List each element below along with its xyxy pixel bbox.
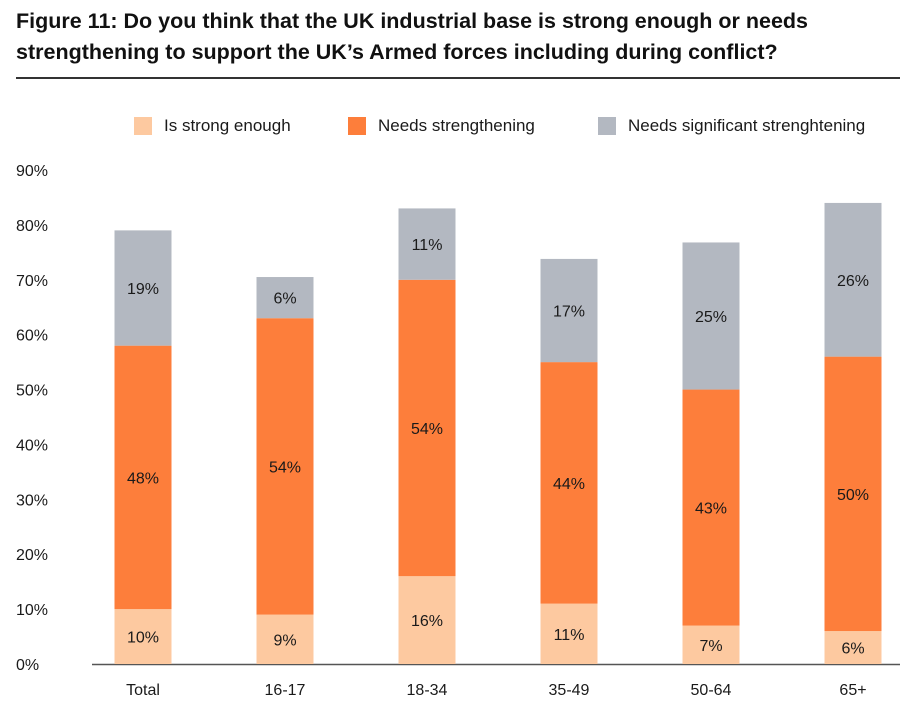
x-tick-label: 50-64: [691, 682, 732, 699]
data-label-significant: 19%: [127, 281, 159, 298]
bar-strong: [114, 609, 172, 664]
legend-item-strong: Is strong enough: [134, 115, 291, 137]
x-tick-label: 35-49: [549, 682, 590, 699]
data-label-strengthening: 54%: [269, 459, 301, 476]
legend-item-strengthening: Needs strengthening: [348, 115, 535, 137]
data-label-strengthening: 54%: [411, 421, 443, 438]
bar-significant: [540, 258, 598, 363]
bar-strong: [682, 625, 740, 664]
data-label-strong: 10%: [127, 630, 159, 647]
y-tick-label: 20%: [16, 547, 48, 564]
bar-strong: [256, 614, 314, 664]
x-tick-label: 16-17: [265, 682, 306, 699]
data-label-significant: 6%: [273, 291, 296, 308]
legend-label-significant: Needs significant strenghtening: [628, 116, 866, 135]
x-tick-label: Total: [126, 682, 160, 699]
y-tick-label: 90%: [16, 163, 48, 180]
data-label-significant: 25%: [695, 309, 727, 326]
bar-significant: [824, 202, 882, 357]
data-label-significant: 26%: [837, 273, 869, 290]
y-tick-label: 40%: [16, 437, 48, 454]
x-tick-label: 18-34: [407, 682, 448, 699]
y-tick-label: 50%: [16, 383, 48, 400]
legend-label-strengthening: Needs strengthening: [378, 116, 535, 135]
y-tick-label: 60%: [16, 328, 48, 345]
bar-strengthening: [256, 318, 314, 615]
bar-strengthening: [682, 389, 740, 626]
legend-swatch-strengthening: [348, 117, 366, 135]
data-label-strong: 16%: [411, 613, 443, 630]
bar-significant: [256, 277, 314, 319]
data-label-strengthening: 50%: [837, 487, 869, 504]
data-label-strong: 6%: [841, 641, 864, 658]
data-label-strengthening: 44%: [553, 476, 585, 493]
bar-significant: [682, 242, 740, 390]
data-label-strong: 9%: [273, 632, 296, 649]
bar-strong: [824, 631, 882, 664]
legend-label-strong: Is strong enough: [164, 116, 291, 135]
chart-title: Figure 11: Do you think that the UK indu…: [16, 9, 809, 64]
data-label-strengthening: 43%: [695, 501, 727, 518]
bar-significant: [114, 230, 172, 346]
title-divider: [16, 77, 900, 79]
bar-strengthening: [824, 356, 882, 632]
data-label-strengthening: 48%: [127, 470, 159, 487]
x-tick-label: 65+: [839, 682, 866, 699]
legend-swatch-strong: [134, 117, 152, 135]
data-label-significant: 17%: [553, 304, 585, 321]
y-tick-label: 30%: [16, 492, 48, 509]
bar-strengthening: [398, 279, 456, 577]
bar-significant: [398, 208, 456, 280]
y-tick-label: 70%: [16, 273, 48, 290]
bar-strengthening: [540, 362, 598, 604]
legend-item-significant: Needs significant strenghtening: [598, 115, 865, 137]
data-label-strong: 7%: [699, 638, 722, 655]
data-label-significant: 11%: [412, 237, 443, 254]
y-tick-label: 80%: [16, 218, 48, 235]
y-tick-label: 0%: [16, 657, 39, 674]
data-label-strong: 11%: [554, 627, 585, 644]
bar-strengthening: [114, 345, 172, 610]
y-tick-label: 10%: [16, 602, 48, 619]
bar-strong: [398, 576, 456, 664]
legend-swatch-significant: [598, 117, 616, 135]
bar-strong: [540, 603, 598, 664]
